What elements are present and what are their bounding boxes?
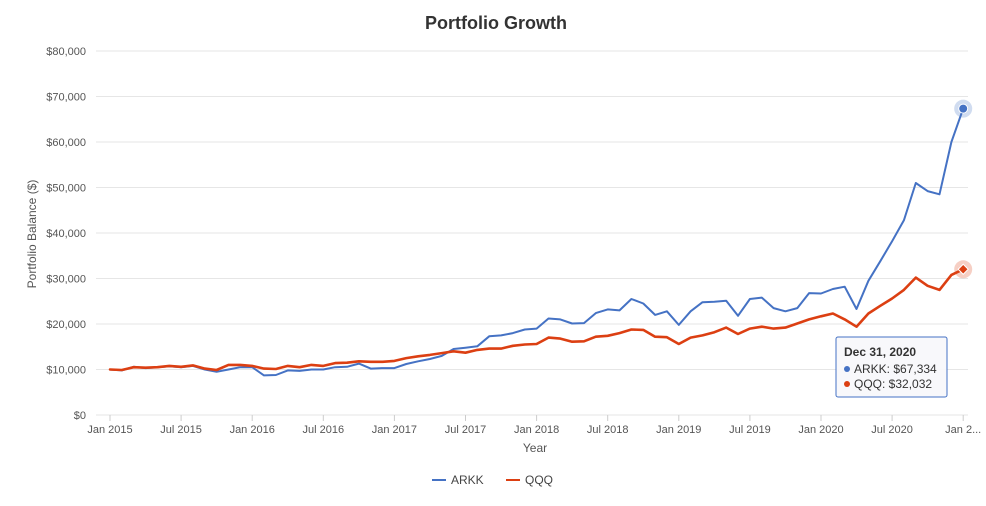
x-tick-label: Jan 2018 bbox=[514, 424, 559, 436]
y-tick-label: $20,000 bbox=[46, 319, 86, 331]
y-tick-label: $70,000 bbox=[46, 92, 86, 104]
series-line-qqq[interactable] bbox=[108, 267, 965, 372]
tooltip-qqq-value: QQQ: $32,032 bbox=[854, 377, 932, 391]
x-tick-label: Jan 2019 bbox=[656, 424, 701, 436]
y-tick-label: $80,000 bbox=[46, 46, 86, 58]
gridlines bbox=[96, 50, 968, 416]
y-tick-label: $0 bbox=[74, 410, 86, 422]
legend-arkk-label: ARKK bbox=[451, 473, 484, 487]
x-tick-label: Jul 2018 bbox=[587, 424, 629, 436]
series-lines bbox=[108, 107, 965, 377]
series-line-arkk[interactable] bbox=[109, 107, 965, 377]
x-tick-label: Jan 2015 bbox=[87, 424, 132, 436]
marker-point-arkk[interactable] bbox=[958, 103, 969, 114]
legend: ARKK QQQ bbox=[432, 473, 553, 487]
tooltip-date: Dec 31, 2020 bbox=[844, 345, 916, 359]
x-tick-label: Jan 2016 bbox=[230, 424, 275, 436]
y-axis: $0 $10,000 $20,000 $30,000 $40,000 $50,000 $60… bbox=[46, 46, 86, 422]
x-axis: Jan 2015 Jul 2015 Jan 2016 Jul 2016 Jan 2017… bbox=[87, 415, 981, 436]
x-tick-label: Jan 2017 bbox=[372, 424, 417, 436]
chart-title: Portfolio Growth bbox=[425, 13, 567, 33]
x-tick-label: Jul 2015 bbox=[160, 424, 202, 436]
y-axis-label: Portfolio Balance ($) bbox=[25, 180, 39, 289]
marker-point-qqq[interactable] bbox=[957, 263, 969, 275]
x-tick-label: Jan 2... bbox=[945, 424, 981, 436]
legend-item-qqq[interactable]: QQQ bbox=[506, 473, 553, 487]
x-tick-label: Jul 2017 bbox=[445, 424, 487, 436]
tooltip-arkk-bullet bbox=[844, 366, 850, 372]
x-tick-label: Jul 2019 bbox=[729, 424, 771, 436]
y-tick-label: $30,000 bbox=[46, 274, 86, 286]
tooltip-qqq-bullet bbox=[844, 381, 850, 387]
legend-item-arkk[interactable]: ARKK bbox=[432, 473, 484, 487]
legend-qqq-label: QQQ bbox=[525, 473, 553, 487]
y-tick-label: $10,000 bbox=[46, 365, 86, 377]
x-tick-label: Jul 2020 bbox=[871, 424, 913, 436]
x-tick-label: Jul 2016 bbox=[303, 424, 345, 436]
y-tick-label: $40,000 bbox=[46, 228, 86, 240]
y-tick-label: $50,000 bbox=[46, 183, 86, 195]
tooltip: Dec 31, 2020 ARKK: $67,334 QQQ: $32,032 bbox=[835, 336, 948, 398]
x-tick-label: Jan 2020 bbox=[798, 424, 843, 436]
hover-markers bbox=[954, 99, 973, 279]
tooltip-box bbox=[835, 336, 948, 398]
x-axis-label: Year bbox=[523, 441, 547, 455]
tooltip-arkk-value: ARKK: $67,334 bbox=[854, 362, 937, 376]
y-tick-label: $60,000 bbox=[46, 137, 86, 149]
